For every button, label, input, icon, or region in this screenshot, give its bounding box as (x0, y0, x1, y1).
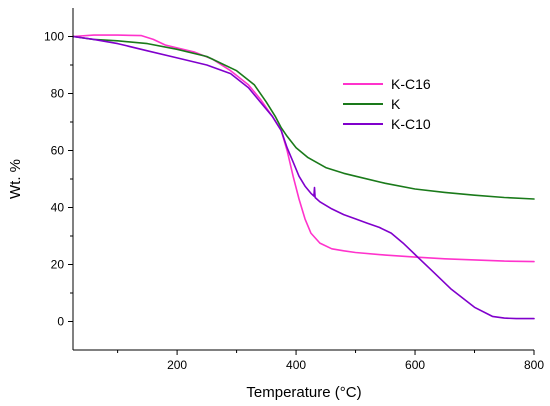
series-line-k (72, 35, 535, 200)
y-axis-title: Wt. % (7, 159, 24, 199)
x-axis-title: Temperature (°C) (246, 384, 361, 401)
y-tick-label: 100 (44, 30, 64, 44)
series-line-k-c10 (72, 35, 535, 320)
x-tick-label: 400 (286, 358, 306, 372)
y-axis-ticks: 0 20 40 60 80 100 (44, 30, 73, 329)
legend: K-C16 K K-C10 (343, 76, 431, 132)
legend-label-k: K (391, 96, 401, 112)
plot-lines (72, 34, 535, 320)
x-tick-label: 800 (524, 358, 544, 372)
series-line-k-c16 (72, 34, 535, 263)
y-tick-label: 60 (51, 144, 65, 158)
legend-label-k-c16: K-C16 (391, 76, 431, 92)
y-tick-label: 0 (57, 315, 64, 329)
x-tick-label: 200 (167, 358, 187, 372)
legend-label-k-c10: K-C10 (391, 116, 431, 132)
y-tick-label: 80 (51, 87, 65, 101)
x-tick-label: 600 (405, 358, 425, 372)
x-axis-ticks: 200 400 600 800 (117, 350, 544, 372)
y-tick-label: 40 (51, 201, 65, 215)
y-tick-label: 20 (51, 258, 65, 272)
